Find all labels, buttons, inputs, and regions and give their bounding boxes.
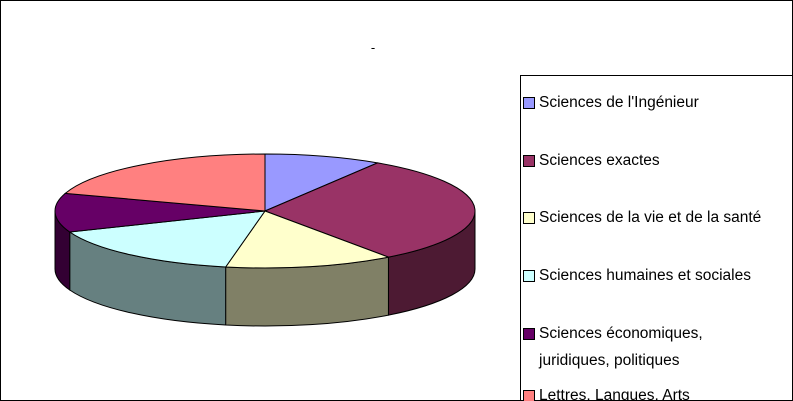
- legend-swatch: [523, 97, 535, 109]
- legend-item: Sciences exactes: [523, 147, 775, 174]
- legend-item: Sciences de l'Ingénieur: [523, 89, 775, 116]
- pie: [54, 153, 476, 327]
- legend-label: Sciences économiques, juridiques, politi…: [539, 325, 703, 369]
- legend-swatch: [523, 212, 535, 224]
- legend-swatch: [523, 390, 535, 401]
- legend-label: Lettres, Langues, Arts: [539, 387, 690, 401]
- pie-slice: [64, 153, 266, 212]
- legend-label: Sciences de l'Ingénieur: [539, 94, 699, 111]
- pie-slice: [263, 162, 476, 258]
- pie-slice: [224, 210, 391, 269]
- legend-label: Sciences de la vie et de la santé: [539, 209, 762, 226]
- chart-title: -: [371, 40, 375, 55]
- pie-slice: [68, 210, 267, 268]
- pie-slice: [264, 153, 380, 212]
- legend-swatch: [523, 328, 535, 340]
- legend-item: Sciences de la vie et de la santé: [523, 204, 775, 231]
- legend-item: Sciences économiques, juridiques, politi…: [523, 320, 775, 374]
- legend-label: Sciences humaines et sociales: [539, 267, 751, 284]
- pie-slice: [54, 192, 266, 233]
- legend-item: Lettres, Langues, Arts: [523, 382, 775, 401]
- legend-swatch: [523, 155, 535, 167]
- legend: Sciences de l'Ingénieur Sciences exactes S…: [520, 75, 793, 401]
- legend-item: Sciences humaines et sociales: [523, 262, 775, 289]
- legend-swatch: [523, 270, 535, 282]
- legend-label: Sciences exactes: [539, 152, 660, 169]
